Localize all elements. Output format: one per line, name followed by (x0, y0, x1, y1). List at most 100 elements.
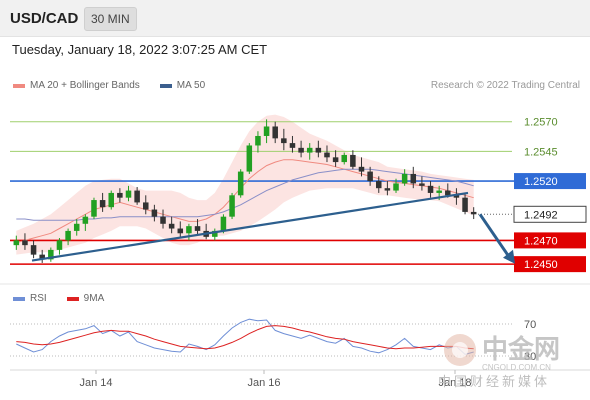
rsi-chart: 70 30 Jan 14 Jan 16 Jan 18 (10, 318, 590, 389)
legend-label-ma50: MA 50 (176, 80, 206, 91)
candle-body (281, 138, 287, 144)
projection-arrow-head (503, 249, 515, 264)
candle-body (445, 190, 451, 196)
candle-body (384, 188, 391, 191)
price-label-1.2545: 1.2545 (524, 146, 558, 158)
legend-label-9ma: 9MA (83, 293, 105, 304)
price-label-1.2570: 1.2570 (524, 117, 558, 129)
candle-body (99, 200, 106, 208)
candle-body (419, 183, 425, 186)
price-label-1.2492: 1.2492 (524, 209, 558, 221)
candle-body (117, 192, 123, 198)
watermark-domain: CNGOLD.COM.CN (482, 363, 551, 372)
candle-body (194, 226, 201, 231)
ma50-swatch (159, 83, 172, 88)
candle-body (168, 223, 175, 229)
timestamp: Tuesday, January 18, 2022 3:07:25 AM CET (12, 42, 268, 57)
candle-body (177, 228, 184, 234)
candle-body (13, 240, 20, 246)
candle-body (108, 192, 115, 208)
candle-body (289, 143, 296, 148)
candle-body (142, 202, 149, 210)
candle-body (220, 216, 227, 231)
legend-item-ma50: MA 50 (159, 80, 206, 91)
candle-body (324, 152, 330, 158)
candle-body (410, 173, 417, 184)
candle-body (427, 185, 434, 193)
candle-body (82, 216, 89, 224)
rsi-line (16, 318, 474, 355)
price-chart: 1.2570 1.2545 1.2520 1.2492 1.2470 1.2450 (0, 114, 590, 285)
x-label-2: Jan 18 (438, 377, 471, 389)
candle-body (246, 145, 253, 172)
rsi-level-label-70: 70 (524, 319, 536, 331)
bollinger-band (16, 114, 474, 255)
symbol-title: USD/CAD (10, 10, 79, 27)
x-label-0: Jan 14 (79, 377, 112, 389)
price-tag-1.2492 (513, 205, 587, 223)
candle-body (393, 183, 399, 191)
watermark-brand: 中金网 (482, 334, 560, 364)
rsi-legend: RSI 9MA (13, 293, 124, 304)
candle-body (91, 200, 97, 217)
rsi-level-label-30: 30 (524, 351, 536, 363)
candle-body (306, 147, 313, 153)
candle-body (263, 126, 270, 136)
legend-label-ma20: MA 20 + Bollinger Bands (30, 80, 140, 91)
price-tag-1.2470 (514, 232, 586, 249)
watermark-tagline: 中国财经新媒体 (438, 374, 550, 389)
candle-body (134, 190, 140, 203)
candle-body (160, 216, 166, 224)
ma50-line (16, 168, 474, 221)
candle-body (358, 166, 365, 172)
legend-label-rsi: RSI (30, 293, 47, 304)
candle-body (65, 230, 71, 241)
price-label-1.2470: 1.2470 (524, 235, 558, 247)
x-label-1: Jan 16 (247, 377, 280, 389)
trend-line (31, 191, 469, 262)
watermark-logo: 中金网 CNGOLD.COM.CN 中国财经新媒体 (438, 334, 560, 389)
rsi-ma9-line (16, 325, 474, 350)
candle-body (298, 147, 304, 153)
candle-body (375, 181, 382, 189)
legend-item-rsi: RSI (13, 293, 47, 304)
candle-body (315, 147, 322, 153)
rsi-swatch (13, 296, 25, 301)
header-bar: USD/CAD 30 MIN (0, 0, 590, 37)
legend-item-ma20: MA 20 + Bollinger Bands (13, 80, 140, 91)
candle-body (255, 135, 261, 146)
candle-body (436, 190, 442, 193)
candle-body (462, 197, 468, 212)
price-label-1.2450: 1.2450 (524, 259, 558, 271)
projection-arrow-line (478, 213, 511, 258)
candle-body (341, 154, 348, 163)
price-tag-1.2520 (514, 173, 586, 190)
credit-text: Research © 2022 Trading Central (430, 80, 580, 91)
candle-body (367, 171, 373, 182)
timeframe-selector[interactable]: 30 MIN (84, 7, 137, 31)
ma20-swatch (13, 83, 25, 88)
candle-body (350, 154, 356, 167)
candle-body (453, 195, 460, 198)
candle-body (237, 171, 244, 196)
legend-item-9ma: 9MA (66, 293, 105, 304)
price-legend: MA 20 + Bollinger Bands MA 50 (13, 80, 225, 91)
candle-body (39, 254, 45, 260)
candle-body (56, 240, 63, 250)
candle-body (125, 190, 132, 198)
ma9-swatch (66, 296, 79, 301)
candle-body (470, 211, 477, 215)
price-tag-1.2450 (514, 256, 586, 273)
candle-body (30, 245, 37, 255)
candle-body (186, 226, 192, 234)
candle-body (272, 126, 278, 139)
price-label-1.2520: 1.2520 (524, 176, 558, 188)
candle-body (229, 195, 235, 217)
candle-body (401, 173, 408, 184)
candle-body (22, 240, 28, 246)
candle-body (212, 230, 218, 237)
candle-body (332, 157, 339, 163)
candle-body (151, 209, 158, 217)
candle-body (48, 249, 54, 260)
